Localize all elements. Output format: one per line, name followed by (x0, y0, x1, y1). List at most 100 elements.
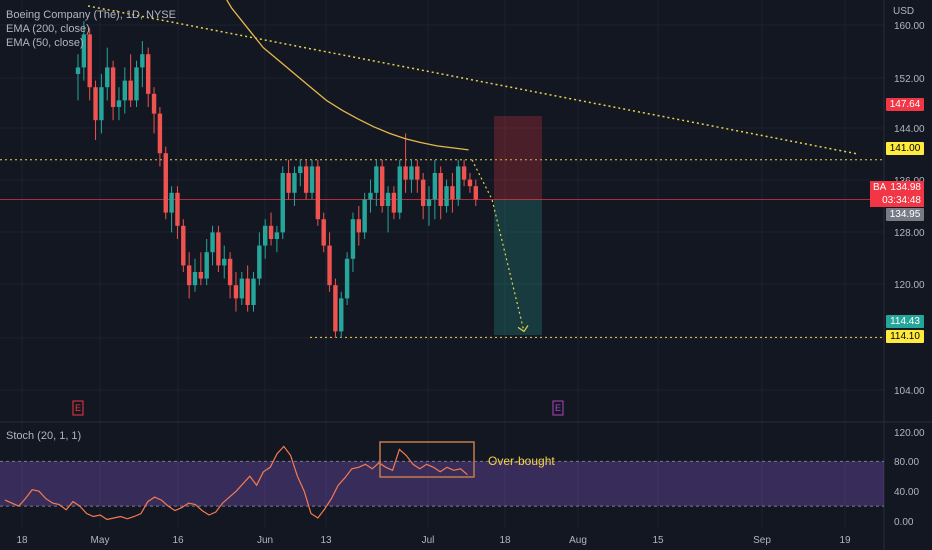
candle (420, 173, 426, 220)
candle (122, 67, 127, 114)
resistance-price-tag: 141.00 (886, 142, 924, 155)
candle (473, 179, 478, 206)
candle (298, 159, 303, 187)
candle (87, 27, 92, 101)
descending-trendline (87, 5, 859, 155)
candle (99, 74, 104, 134)
candle (415, 159, 420, 193)
candle (303, 159, 309, 200)
trend-lines (0, 5, 884, 338)
candle (198, 252, 204, 286)
candle (151, 87, 157, 134)
candle (309, 159, 315, 200)
candle (210, 225, 215, 266)
last-price-tag: BA 134.98 03:34:48 (870, 181, 924, 207)
candle (204, 239, 209, 286)
earnings-marker: E (552, 400, 564, 416)
candle (163, 146, 168, 220)
support-price-tag: 114.10 (886, 330, 924, 343)
candle (286, 159, 291, 200)
candle (245, 265, 250, 312)
last-price-symbol: BA (873, 182, 887, 193)
stoch-line (4, 445, 468, 521)
candle (356, 206, 361, 246)
time-tick-label: Jul (422, 535, 435, 546)
price-tick-label: 144.00 (894, 124, 925, 135)
stoch-legend[interactable]: Stoch (20, 1, 1) (6, 430, 82, 442)
time-tick-label: 18 (499, 535, 511, 546)
earnings-marker: E (72, 400, 84, 416)
candle (333, 278, 338, 338)
candle (81, 21, 87, 81)
candle (444, 179, 449, 213)
candle (344, 252, 350, 305)
target-price-tag: 114.43 (886, 315, 924, 328)
candle (315, 159, 321, 226)
candle (257, 232, 262, 286)
entry-price-tag: 134.95 (886, 208, 924, 221)
candle (222, 245, 227, 279)
stoch-tick-label: 80.00 (894, 457, 919, 468)
candle (461, 159, 467, 187)
candle (438, 166, 443, 220)
candle (280, 166, 285, 239)
time-tick-label: Sep (753, 535, 771, 546)
price-axis: USD160.00152.00144.00136.00128.00120.001… (893, 6, 925, 528)
stoch-band (0, 461, 884, 507)
last-price-value: 134.98 (890, 182, 921, 193)
candle (181, 219, 186, 272)
candle (227, 252, 233, 299)
candle (391, 186, 397, 220)
candle (380, 159, 385, 213)
candle (467, 173, 473, 193)
price-tick-label: 128.00 (894, 228, 925, 239)
chart-legend: Boeing Company (The), 1D, NYSE EMA (200,… (6, 8, 176, 50)
overbought-label: Over-bought (488, 454, 555, 468)
time-tick-label: 15 (652, 535, 664, 546)
currency-label: USD (893, 6, 914, 17)
candle (397, 159, 402, 220)
candle (368, 179, 373, 213)
stoch-tick-label: 40.00 (894, 487, 919, 498)
candle (105, 47, 110, 101)
time-tick-label: 18 (16, 535, 28, 546)
candle (169, 186, 174, 233)
symbol-title[interactable]: Boeing Company (The), 1D, NYSE (6, 9, 176, 21)
ema50-label[interactable]: EMA (50, close) (6, 37, 84, 49)
candle (140, 41, 145, 88)
svg-text:E: E (75, 403, 81, 413)
candle (292, 166, 297, 206)
candle (409, 159, 414, 193)
time-tick-label: 13 (320, 535, 332, 546)
ema50-line (226, 0, 469, 151)
stochastic-pane: Over-bought (0, 441, 884, 521)
candle (274, 225, 280, 253)
candle (321, 212, 326, 253)
candle (93, 80, 98, 140)
overbought-box (379, 441, 475, 478)
svg-text:E: E (555, 403, 561, 413)
time-tick-label: May (91, 535, 110, 546)
price-tick-label: 152.00 (894, 74, 925, 85)
price-tick-label: 120.00 (894, 280, 925, 291)
candle (157, 107, 163, 167)
candle (146, 47, 151, 107)
ema200-label[interactable]: EMA (200, close) (6, 23, 90, 35)
candle (116, 87, 122, 121)
candle (186, 252, 192, 299)
candle (251, 272, 256, 312)
candle (134, 60, 139, 107)
candle (385, 186, 391, 233)
candle (216, 225, 221, 272)
candle (239, 272, 244, 305)
candlestick-series (75, 21, 478, 338)
candle (339, 291, 344, 338)
candle (403, 133, 408, 193)
candle (350, 212, 356, 272)
candle (450, 173, 455, 213)
time-axis: 18 May 16 Jun 13 Jul 18 Aug 15 Sep 19 (16, 535, 851, 546)
price-tick-label: 160.00 (894, 21, 925, 32)
